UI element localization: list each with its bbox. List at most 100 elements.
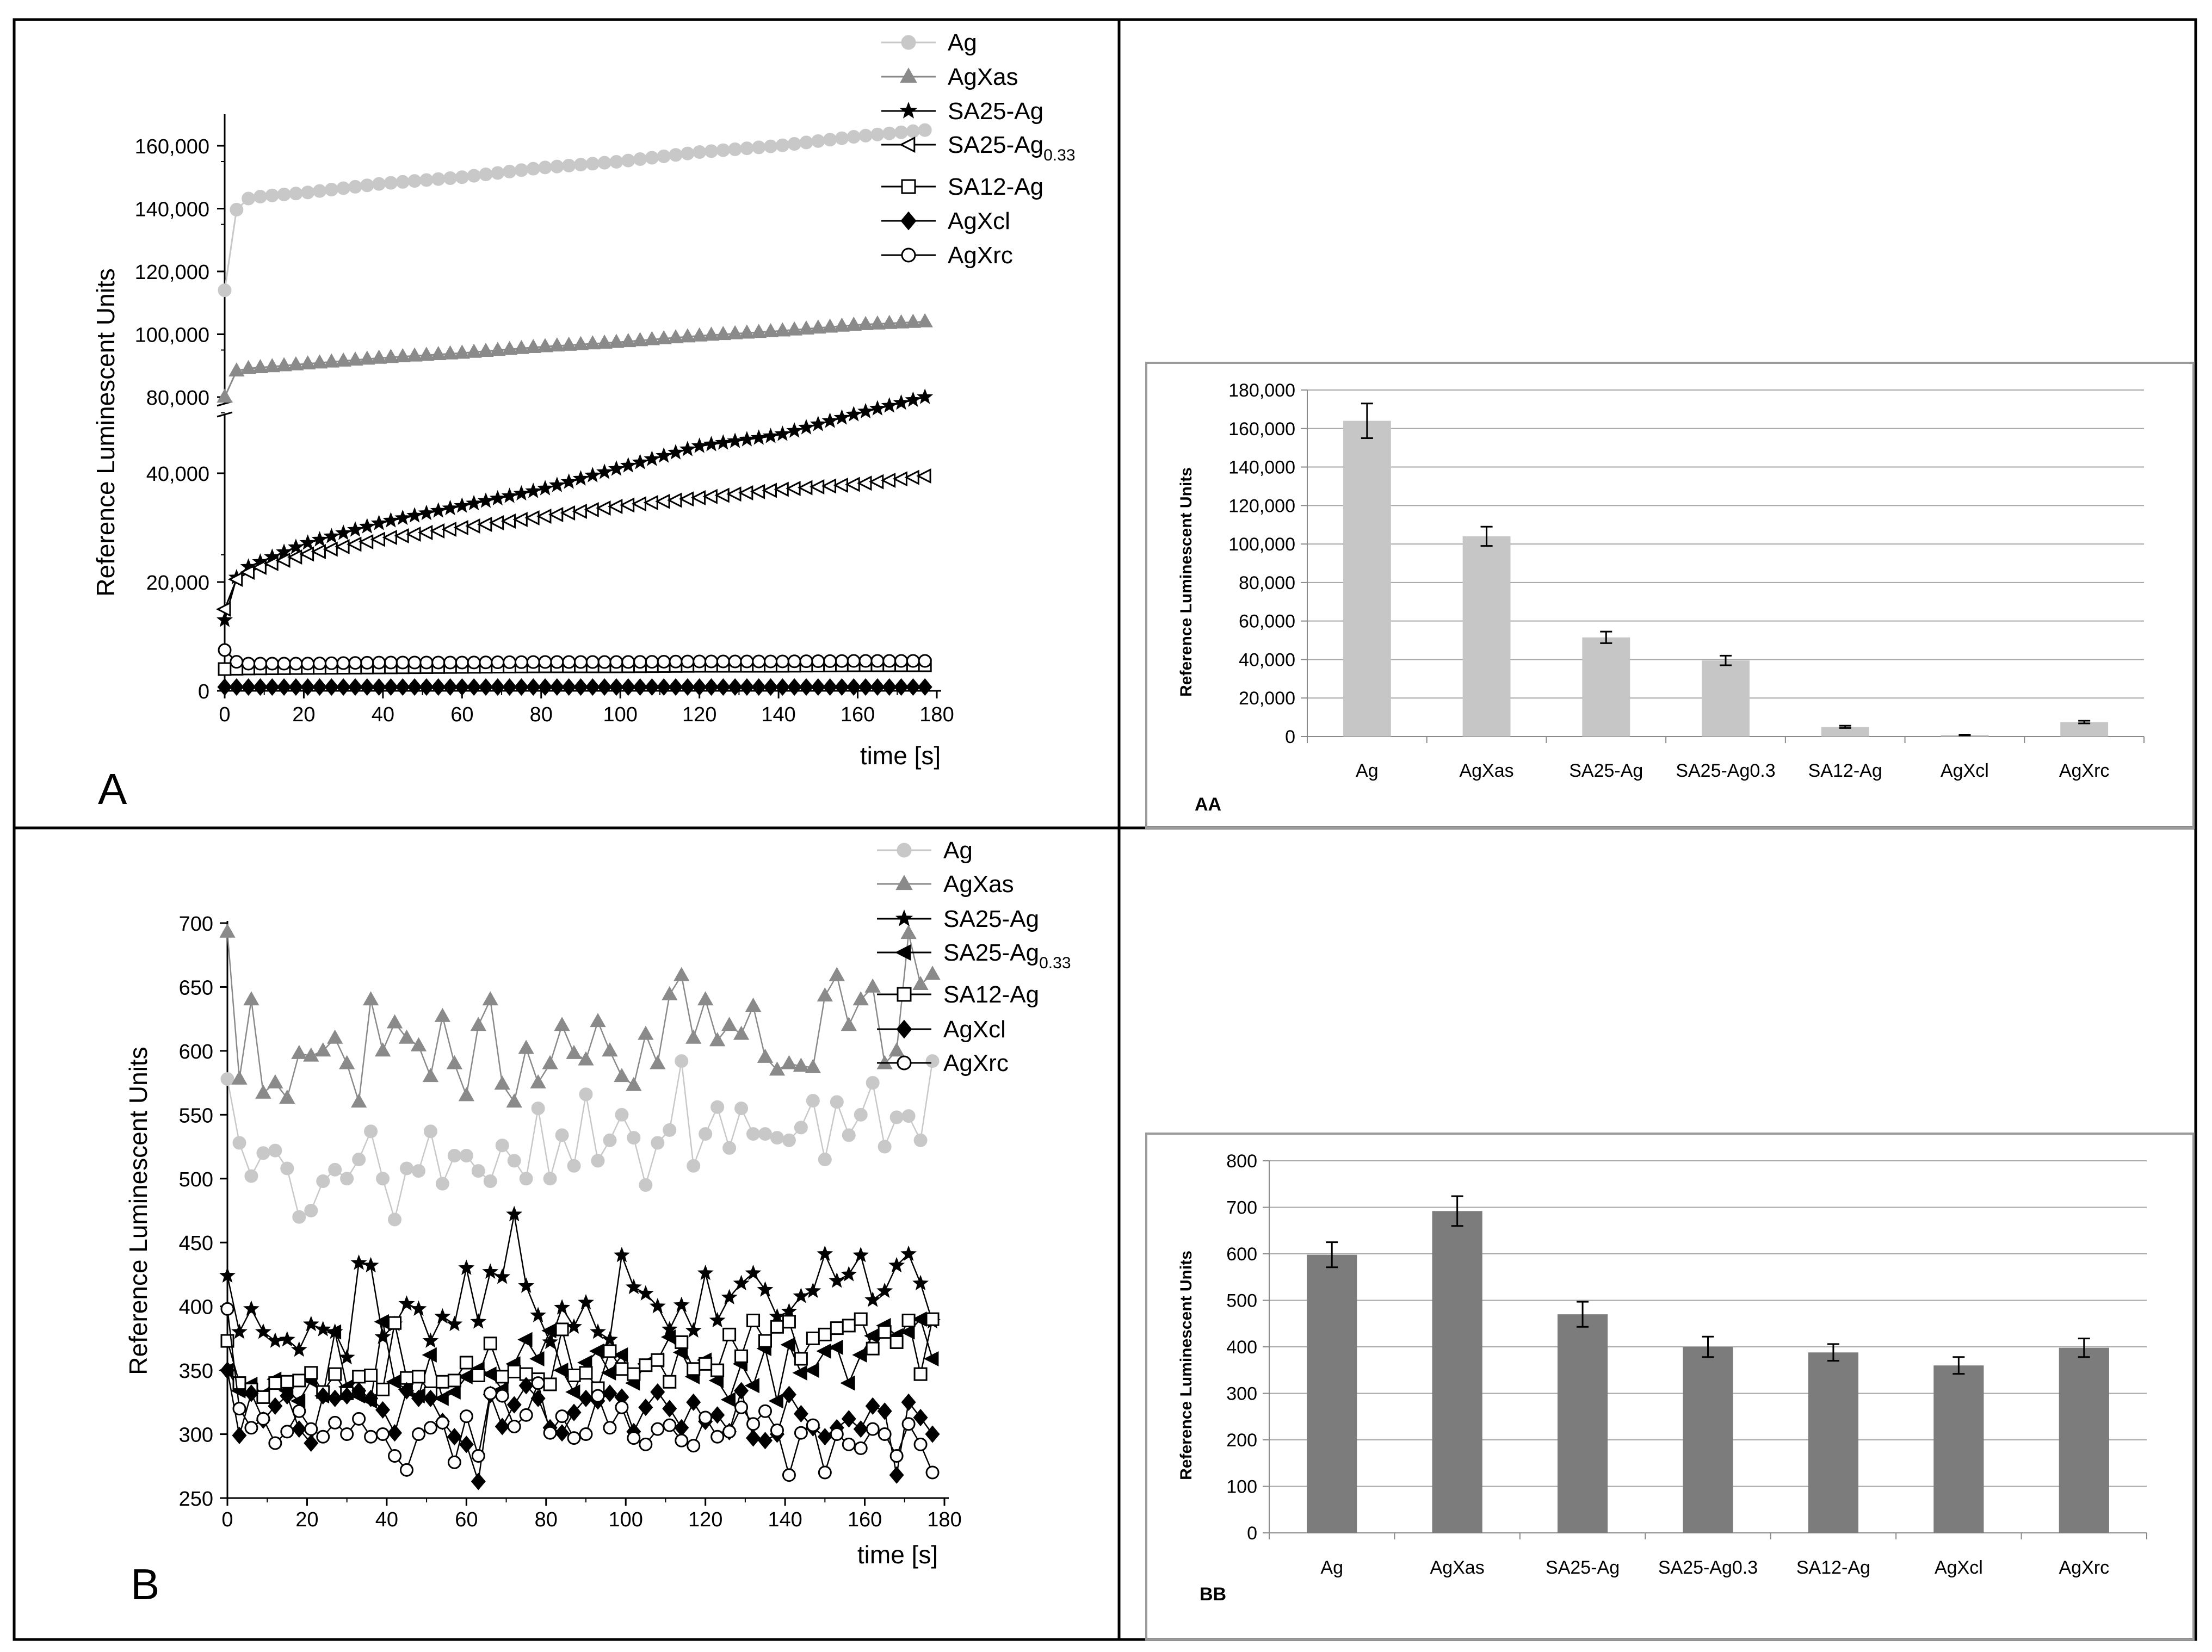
- data-point-agxas: [370, 349, 387, 364]
- data-point-agxas: [668, 329, 684, 344]
- data-point-agxas: [442, 345, 459, 360]
- bar-agxas: [1462, 536, 1511, 737]
- x-tick-label: 40: [372, 703, 394, 726]
- data-point-agxrc: [854, 1441, 868, 1455]
- data-point-agxrc: [858, 654, 873, 668]
- legend-marker-sa25-ag: [899, 101, 918, 119]
- data-point-ag: [806, 1093, 820, 1107]
- legend-marker-sa12-ag: [901, 179, 916, 194]
- bar-sa12-ag: [1808, 1352, 1859, 1533]
- data-point-agxrc: [218, 643, 232, 657]
- data-point-ag: [734, 1102, 749, 1116]
- data-point-ag: [280, 1161, 294, 1175]
- data-point-sa25-ag0-33: [458, 1369, 473, 1384]
- data-point-agxrc: [340, 1427, 354, 1441]
- x-tick-label: 120: [688, 1508, 722, 1531]
- chart-A-xlabel: time [s]: [860, 741, 941, 770]
- data-point-sa12-ag: [878, 1325, 892, 1339]
- data-point-sa12-ag: [328, 1367, 342, 1381]
- data-point-sa25-ag0-33: [916, 468, 931, 484]
- data-point-sa25-ag: [513, 485, 530, 501]
- data-point-agxcl: [419, 678, 434, 696]
- data-point-sa25-ag: [786, 422, 803, 438]
- data-point-agxcl: [232, 1426, 247, 1444]
- data-point-agxas: [852, 991, 869, 1006]
- data-point-agxcl: [372, 678, 387, 696]
- data-point-agxrc: [633, 655, 647, 669]
- data-point-agxcl: [710, 1406, 725, 1424]
- data-point-sa25-ag: [314, 1321, 331, 1337]
- data-point-agxrc: [746, 1417, 761, 1431]
- chart-AA: 0 20,000 40,000 60,000 80,000 100,000 120,000 1…: [1177, 380, 2145, 781]
- data-point-agxcl: [312, 678, 328, 696]
- data-point-sa25-ag: [869, 400, 886, 416]
- legend-label-agxcl: AgXcl: [943, 1016, 1006, 1043]
- data-point-ag: [230, 202, 244, 216]
- data-point-sa25-ag0-33: [912, 1311, 927, 1327]
- data-point-sa25-ag0-33: [263, 555, 279, 572]
- data-point-ag: [574, 158, 588, 172]
- data-point-agxas: [276, 357, 292, 372]
- data-point-sa25-ag: [560, 473, 577, 489]
- x-tick-label: 60: [455, 1508, 478, 1531]
- data-point-ag: [352, 1153, 366, 1167]
- data-point-agxrc: [396, 655, 410, 670]
- data-point-agxas: [422, 1068, 439, 1082]
- data-point-ag: [787, 137, 801, 151]
- data-point-agxas: [590, 1013, 606, 1028]
- data-point-agxrc: [411, 1427, 425, 1441]
- data-point-sa25-ag: [382, 512, 399, 528]
- legend-marker-agxas: [895, 875, 913, 890]
- data-point-sa12-ag: [925, 1312, 940, 1326]
- data-point-ag: [455, 170, 469, 184]
- data-point-agxas: [240, 360, 257, 374]
- data-point-agxas: [513, 339, 530, 354]
- data-point-sa25-ag0-33: [708, 1372, 724, 1388]
- data-point-agxcl: [268, 1397, 283, 1415]
- legend-label-sa12-ag: SA12-Ag: [943, 981, 1039, 1008]
- data-point-sa25-ag: [406, 507, 423, 523]
- data-point-ag: [627, 1131, 641, 1145]
- data-point-ag: [633, 152, 647, 166]
- data-point-ag: [663, 1123, 677, 1137]
- chart-B: 250 300 350 400 450 500 550 600 650 700 0 20 40 60 80 1…: [124, 837, 1071, 1569]
- y-tick-label: 400: [179, 1296, 213, 1319]
- data-point-agxcl: [339, 1387, 355, 1405]
- data-point-ag: [775, 138, 789, 152]
- data-point-ag: [301, 185, 315, 200]
- data-point-agxrc: [467, 655, 481, 670]
- data-point-agxcl: [811, 678, 826, 696]
- data-point-agxas: [359, 350, 375, 365]
- data-point-agxrc: [567, 1431, 581, 1445]
- data-point-sa25-ag: [644, 450, 660, 466]
- data-point-agxrc: [555, 1409, 569, 1424]
- data-point-ag: [423, 1124, 437, 1139]
- data-point-agxcl: [817, 1428, 832, 1446]
- data-point-sa25-ag0-33: [857, 475, 872, 491]
- data-point-agxcl: [363, 1389, 379, 1407]
- data-point-agxas: [303, 1047, 319, 1062]
- data-point-sa25-ag0-33: [541, 1323, 557, 1339]
- chart-AA-ylabel: Reference Luminescent Units: [1177, 467, 1195, 697]
- data-point-sa12-ag: [459, 1356, 473, 1370]
- data-point-agxrc: [752, 654, 766, 669]
- y-tick-label: 800: [1226, 1151, 1257, 1172]
- data-point-sa25-ag0-33: [406, 526, 421, 542]
- data-point-agxcl: [578, 1389, 594, 1407]
- data-point-agxas: [817, 987, 833, 1002]
- data-point-agxcl: [621, 678, 636, 696]
- data-point-sa25-ag: [537, 480, 554, 496]
- data-point-ag: [562, 158, 576, 172]
- data-point-agxrc: [220, 1302, 234, 1316]
- data-point-agxrc: [740, 654, 754, 669]
- data-point-ag: [858, 128, 873, 143]
- data-point-agxas: [656, 330, 672, 344]
- data-point-agxrc: [657, 654, 671, 669]
- data-point-agxcl: [217, 678, 232, 696]
- y-tick-label: 160,000: [1228, 419, 1295, 440]
- data-point-agxas: [912, 976, 929, 991]
- data-point-sa25-ag: [691, 437, 708, 453]
- data-point-sa25-ag: [302, 1315, 319, 1332]
- data-point-sa25-ag0-33: [774, 481, 789, 497]
- x-tick-label-sa12-ag: SA12-Ag: [1796, 1557, 1870, 1578]
